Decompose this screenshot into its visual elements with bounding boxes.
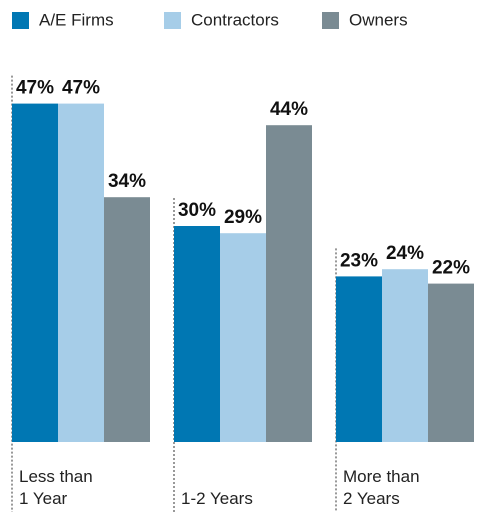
category-label: 1-2 Years bbox=[181, 489, 253, 508]
data-label: 29% bbox=[224, 207, 262, 228]
bar bbox=[336, 276, 382, 442]
legend-swatch bbox=[322, 12, 339, 29]
data-label: 44% bbox=[270, 99, 308, 120]
bar bbox=[104, 197, 150, 442]
bar bbox=[266, 125, 312, 442]
data-label: 22% bbox=[432, 258, 470, 279]
data-label: 47% bbox=[62, 78, 100, 99]
bar bbox=[58, 103, 104, 442]
category-label: Less than 1 Year bbox=[19, 467, 93, 508]
data-label: 24% bbox=[386, 243, 424, 264]
legend-label: A/E Firms bbox=[39, 10, 114, 29]
bar bbox=[220, 233, 266, 442]
bar bbox=[428, 283, 474, 442]
category-label: More than 2 Years bbox=[343, 467, 420, 508]
data-label: 30% bbox=[178, 200, 216, 221]
data-label: 47% bbox=[16, 78, 54, 99]
data-label: 23% bbox=[340, 250, 378, 271]
bar bbox=[174, 226, 220, 442]
data-label: 34% bbox=[108, 171, 146, 192]
legend-swatch bbox=[164, 12, 181, 29]
legend-swatch bbox=[12, 12, 29, 29]
bar bbox=[12, 103, 58, 442]
legend-label: Contractors bbox=[191, 10, 279, 29]
bar bbox=[382, 269, 428, 442]
legend-label: Owners bbox=[349, 10, 408, 29]
